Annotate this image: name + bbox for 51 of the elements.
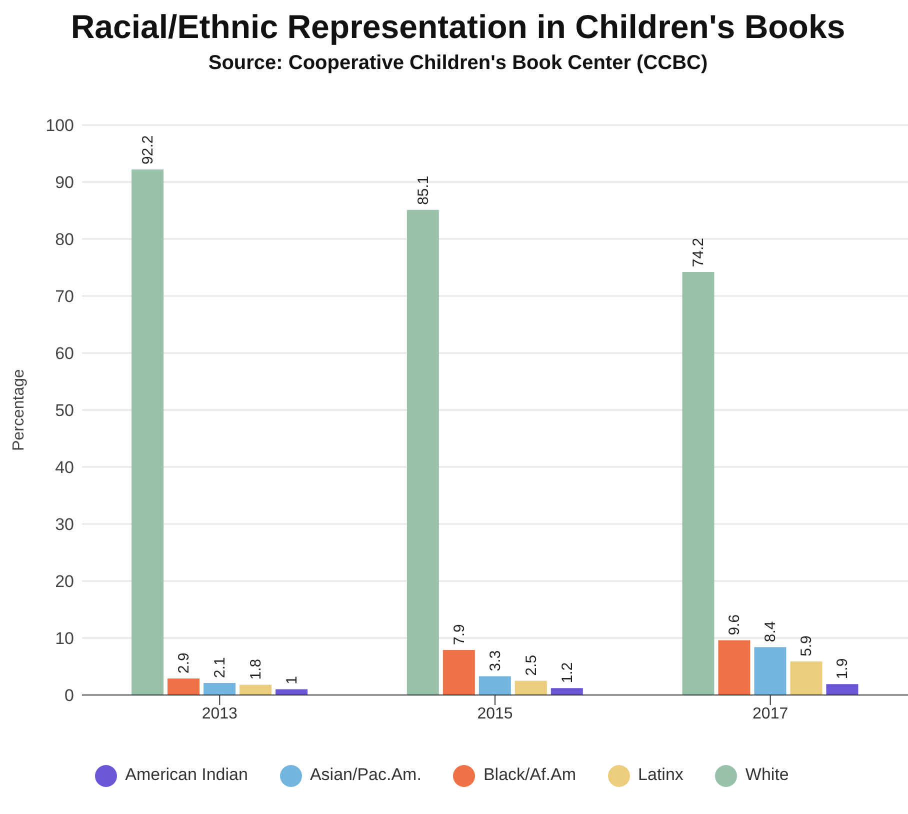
data-label: 7.9	[450, 624, 468, 645]
legend-label: White	[745, 765, 789, 784]
chart-subtitle: Source: Cooperative Children's Book Center (CCBC)	[207, 52, 709, 75]
bar	[478, 676, 511, 695]
bar	[790, 661, 822, 695]
y-tick-label: 40	[55, 458, 74, 478]
y-tick-label: 50	[55, 401, 74, 420]
data-label: 9.6	[726, 614, 744, 636]
bar	[718, 640, 750, 695]
bar	[240, 684, 272, 695]
data-label: 1	[284, 676, 301, 684]
data-label: 3.3	[486, 650, 504, 672]
y-tick-label: 30	[55, 515, 74, 534]
data-label: 1.9	[834, 658, 852, 680]
legend-label: Latinx	[638, 765, 684, 784]
data-label: 1.8	[248, 658, 265, 680]
x-tick-label: 2017	[752, 705, 788, 722]
data-label: 85.1	[414, 176, 432, 205]
y-axis-title: Percentage	[10, 368, 28, 451]
y-tick-label: 10	[55, 629, 74, 648]
bar	[132, 169, 164, 695]
bar	[514, 680, 547, 695]
bar	[550, 688, 583, 695]
y-tick-label: 0	[64, 686, 74, 706]
legend-label: Black/Af.Am	[483, 765, 576, 784]
data-label: 74.2	[690, 238, 708, 268]
y-tick-label: 80	[55, 230, 74, 250]
legend-label: Asian/Pac.Am.	[310, 765, 422, 784]
chart-title: Racial/Ethnic Representation in Children's Books	[70, 8, 846, 46]
data-label: 5.9	[798, 636, 816, 656]
x-tick-label: 2013	[202, 705, 238, 722]
y-tick-label: 100	[46, 116, 74, 136]
bar	[442, 650, 475, 695]
legend-label: American Indian	[125, 765, 248, 784]
data-label: 2.5	[522, 654, 540, 676]
y-tick-label: 60	[55, 344, 74, 364]
bar	[754, 647, 786, 695]
y-tick-label: 90	[55, 173, 74, 192]
y-tick-label: 20	[55, 572, 74, 592]
x-tick-label: 2015	[477, 705, 513, 722]
data-label: 2.1	[212, 657, 229, 678]
data-label: 92.2	[140, 135, 157, 164]
data-label: 8.4	[762, 621, 780, 642]
bar	[682, 272, 714, 695]
y-tick-label: 70	[55, 287, 74, 306]
data-label: 1.2	[558, 662, 576, 684]
data-label: 2.9	[176, 652, 193, 674]
bar	[406, 210, 439, 695]
bar	[826, 684, 858, 695]
bar	[168, 678, 200, 695]
bar	[204, 683, 236, 695]
